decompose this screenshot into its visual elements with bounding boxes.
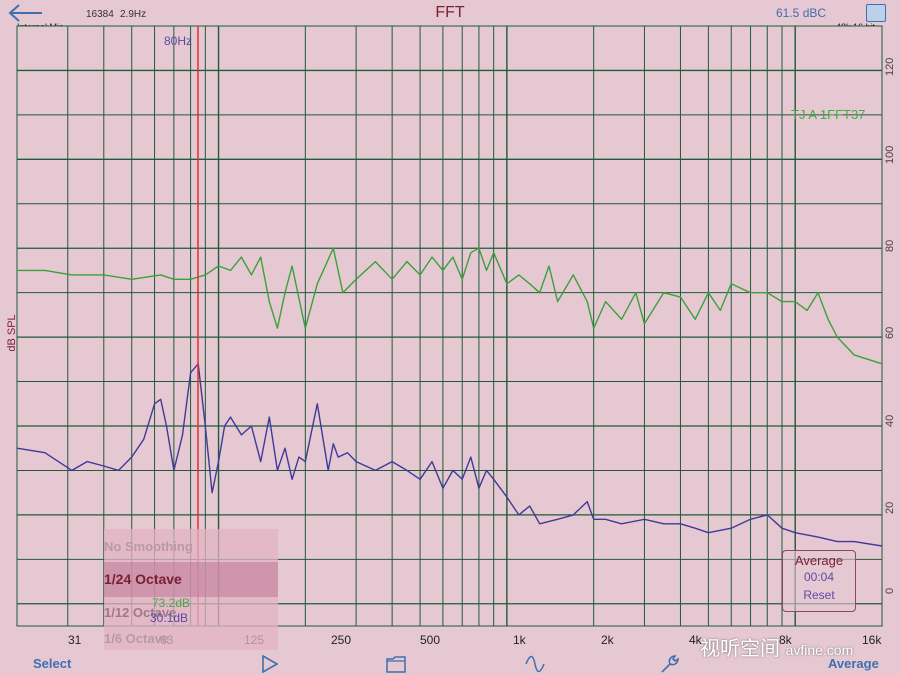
plot-grid	[17, 26, 882, 626]
frequency-resolution: 2.9Hz	[120, 9, 147, 20]
waveform-icon[interactable]	[524, 654, 546, 674]
smoothing-menu: No Smoothing 1/24 Octave 1/12 Octave 1/6…	[104, 529, 278, 655]
smoothing-option-none[interactable]: No Smoothing	[104, 529, 278, 564]
blue-marker-readout: 30.1dB	[150, 611, 189, 625]
x-tick-label: 2k	[601, 633, 614, 647]
marker-frequency-label: 80Hz	[164, 34, 193, 48]
average-button[interactable]: Average	[828, 656, 879, 671]
y-tick-label: 80	[884, 239, 896, 252]
average-panel: Average 00:04 Reset	[782, 550, 856, 612]
y-tick-label: 0	[884, 587, 896, 594]
plot-frame	[16, 25, 883, 627]
y-tick-label: 20	[884, 501, 896, 514]
wrench-icon[interactable]	[658, 654, 680, 674]
y-tick-label: 60	[884, 326, 896, 339]
smoothing-option-label: No Smoothing	[104, 539, 193, 554]
x-tick-label: 500	[420, 633, 441, 647]
blue-trace-line	[16, 363, 883, 547]
y-tick-label: 120	[884, 57, 896, 76]
x-tick-label: 4k	[689, 633, 702, 647]
folder-icon[interactable]	[385, 654, 407, 674]
watermark-text: 视听空间	[700, 638, 780, 660]
x-tick-label: 31	[68, 633, 82, 647]
smoothing-option-1-6-octave[interactable]: 1/6 Octave	[104, 625, 278, 653]
smoothing-option-label: 1/12 Octave	[104, 605, 177, 620]
green-marker-readout: 73.2dB	[152, 596, 191, 610]
x-tick-label: 16k	[862, 633, 882, 647]
green-trace-name[interactable]: TJ A 1FFT37	[791, 107, 866, 122]
page-title: FFT	[435, 4, 465, 21]
x-tick-label: 250	[331, 633, 352, 647]
watermark-logo: 视听空间 avfine.com	[700, 632, 853, 661]
smoothing-option-1-24-octave[interactable]: 1/24 Octave	[104, 562, 278, 597]
average-title: Average	[794, 553, 844, 568]
smoothing-option-1-12-octave[interactable]: 1/12 Octave	[104, 595, 278, 630]
smoothing-option-label: 1/24 Octave	[104, 571, 182, 587]
y-tick-label: 40	[884, 414, 896, 427]
level-meter-icon[interactable]	[866, 4, 886, 22]
fft-size: 16384	[86, 9, 114, 20]
bottom-toolbar	[0, 650, 900, 675]
level-readout: 61.5 dBC	[776, 6, 827, 20]
top-bar: 16384 2.9Hz FFT 61.5 dBC	[0, 0, 900, 26]
average-time: 00:04	[803, 570, 835, 584]
reset-button[interactable]: Reset	[803, 588, 835, 602]
plot-traces	[16, 247, 883, 547]
smoothing-option-label: 1/6 Octave	[104, 631, 170, 646]
green-trace-line	[17, 247, 883, 365]
watermark-site: avfine.com	[785, 642, 854, 658]
play-icon[interactable]	[259, 654, 281, 674]
x-tick-label: 8k	[779, 633, 792, 647]
back-arrow-icon[interactable]	[6, 2, 46, 24]
x-tick-label: 1k	[513, 633, 526, 647]
y-tick-label: 100	[884, 145, 896, 164]
select-button[interactable]: Select	[33, 656, 72, 671]
